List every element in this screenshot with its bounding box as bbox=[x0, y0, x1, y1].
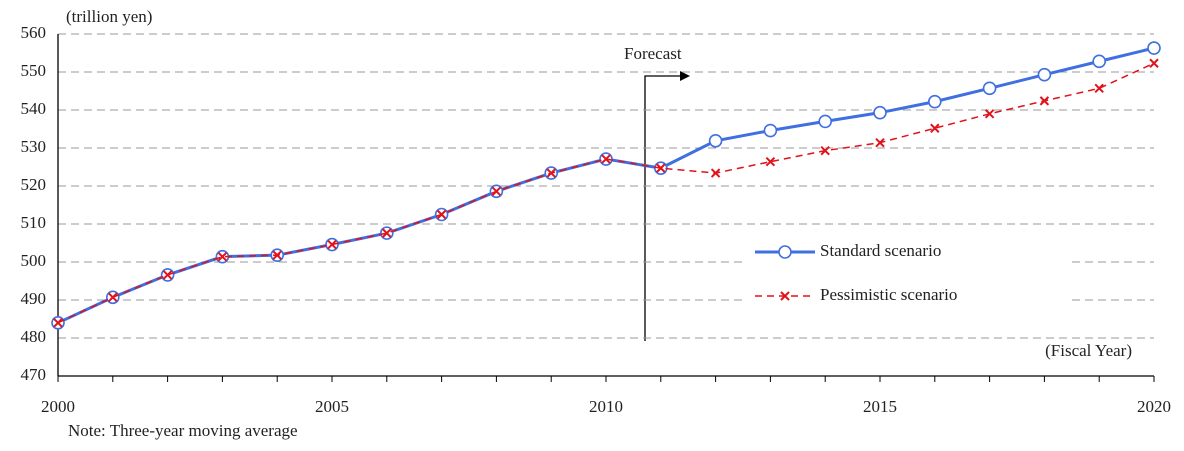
y-tick-label: 540 bbox=[21, 99, 47, 118]
point bbox=[382, 228, 392, 238]
y-tick-label: 500 bbox=[21, 251, 47, 270]
point bbox=[108, 292, 118, 303]
point bbox=[491, 186, 502, 197]
y-tick-label: 470 bbox=[21, 365, 47, 384]
legend-label: Standard scenario bbox=[820, 241, 941, 260]
x-tick-label: 2000 bbox=[41, 397, 75, 416]
point bbox=[1092, 54, 1106, 69]
y-unit-label: (trillion yen) bbox=[66, 7, 152, 26]
x-tick-label: 2020 bbox=[1137, 397, 1171, 416]
point bbox=[601, 154, 611, 164]
point bbox=[327, 239, 337, 250]
annotation: Forecast bbox=[624, 44, 682, 63]
x-tick-label: 2010 bbox=[589, 397, 623, 416]
y-tick-label: 530 bbox=[21, 137, 47, 156]
legend-marker bbox=[778, 245, 792, 259]
point bbox=[436, 209, 447, 220]
point bbox=[763, 123, 778, 138]
point bbox=[162, 270, 173, 280]
point bbox=[927, 94, 942, 109]
point bbox=[272, 250, 282, 260]
x-axis-label: (Fiscal Year) bbox=[1045, 341, 1132, 360]
note: Note: Three-year moving average bbox=[68, 421, 298, 440]
point bbox=[1094, 83, 1104, 94]
point bbox=[765, 156, 776, 167]
y-tick-label: 520 bbox=[21, 175, 47, 194]
point bbox=[1037, 67, 1052, 82]
y-tick-label: 510 bbox=[21, 213, 47, 232]
y-tick-label: 560 bbox=[21, 23, 47, 42]
point bbox=[656, 163, 666, 173]
x-tick-label: 2005 bbox=[315, 397, 349, 416]
point bbox=[984, 109, 995, 119]
point bbox=[708, 133, 723, 148]
point bbox=[982, 81, 997, 96]
legend-marker bbox=[780, 291, 790, 301]
point bbox=[930, 123, 940, 133]
point bbox=[873, 105, 887, 120]
point bbox=[818, 114, 833, 129]
point bbox=[217, 251, 228, 262]
point bbox=[710, 168, 721, 178]
point bbox=[875, 137, 885, 148]
legend-label: Pessimistic scenario bbox=[820, 285, 957, 304]
point bbox=[1149, 58, 1159, 68]
x-tick-label: 2015 bbox=[863, 397, 897, 416]
point bbox=[1039, 96, 1050, 106]
point bbox=[53, 318, 63, 328]
y-tick-label: 550 bbox=[21, 61, 47, 80]
point bbox=[820, 145, 830, 156]
legend-background bbox=[742, 232, 1072, 316]
point bbox=[1147, 41, 1161, 55]
y-tick-label: 490 bbox=[21, 289, 47, 308]
forecast-arrow bbox=[644, 71, 690, 341]
y-tick-label: 480 bbox=[21, 327, 47, 346]
series-line bbox=[57, 62, 1155, 324]
point bbox=[546, 168, 556, 178]
